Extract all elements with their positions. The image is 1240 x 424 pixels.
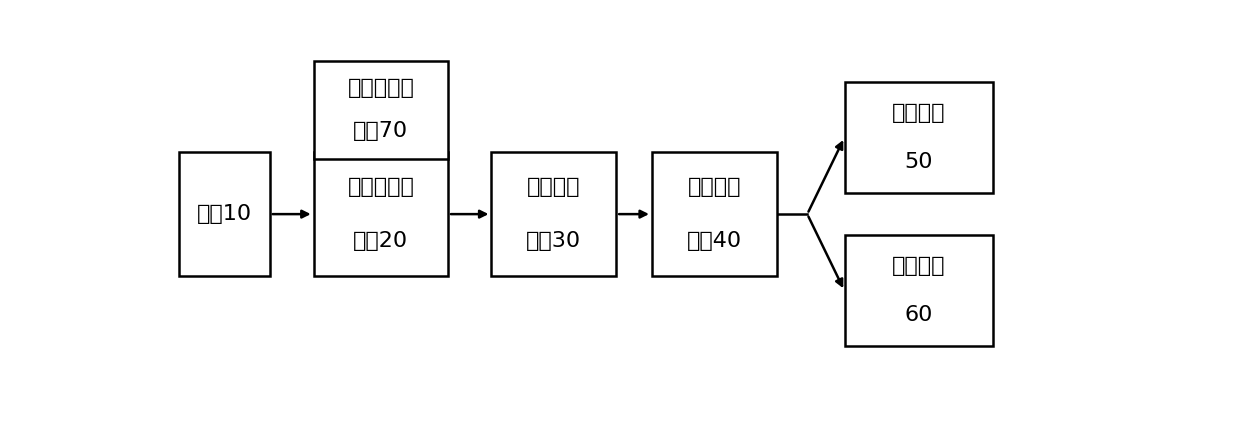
Text: 光脉冲形成: 光脉冲形成 — [347, 177, 414, 197]
Text: 光纤70: 光纤70 — [353, 121, 408, 141]
Text: 单元40: 单元40 — [687, 232, 742, 251]
Bar — [844, 82, 993, 193]
Bar — [314, 61, 448, 159]
Bar — [844, 235, 993, 346]
Text: 光电检测: 光电检测 — [527, 177, 580, 197]
Text: 50: 50 — [905, 152, 934, 172]
Text: 被测的传感: 被测的传感 — [347, 78, 414, 98]
Text: 光源10: 光源10 — [197, 204, 252, 224]
Text: 单元20: 单元20 — [353, 232, 408, 251]
Bar — [652, 152, 776, 276]
Text: 显示单元: 显示单元 — [893, 257, 946, 276]
Bar — [179, 152, 270, 276]
Text: 单元30: 单元30 — [526, 232, 582, 251]
Bar — [314, 152, 448, 276]
Bar — [491, 152, 616, 276]
Text: 预警单元: 预警单元 — [893, 103, 946, 123]
Text: 数据处理: 数据处理 — [687, 177, 742, 197]
Text: 60: 60 — [905, 305, 934, 325]
